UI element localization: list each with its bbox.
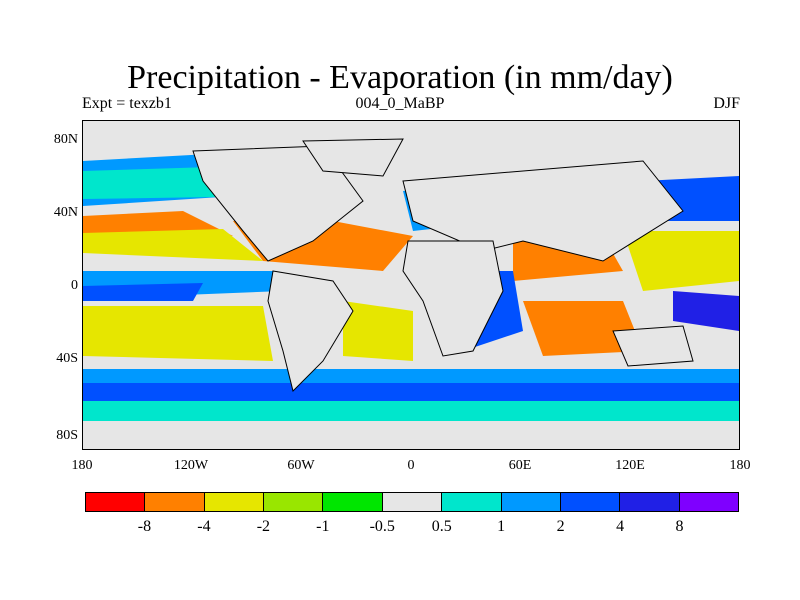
ytick-label: 80S [56,428,78,443]
colorbar-label: 1 [497,518,506,535]
precip-evap-field [83,121,739,449]
period-label: 004_0_MaBP [355,95,445,112]
colorbar-swatch [442,493,502,511]
colorbar-label: -0.5 [369,518,395,535]
colorbar-label: 4 [616,518,625,535]
xtick-label: 0 [407,458,415,473]
colorbar [85,492,739,512]
colorbar-swatch [86,493,146,511]
colorbar-swatch [501,493,561,511]
ytick-label: 40S [56,351,78,366]
ytick-label: 0 [71,278,78,293]
colorbar-swatch [264,493,324,511]
colorbar-label: -1 [316,518,330,535]
plot-title: Precipitation - Evaporation (in mm/day) [127,59,673,96]
xtick-label: 120E [615,458,645,473]
xtick-label: 60W [287,458,315,473]
ytick-label: 80N [53,132,78,147]
ocean-bands [83,151,739,421]
ytick-label: 40N [53,205,78,220]
xtick-label: 180 [729,458,751,473]
colorbar-swatch [382,493,443,511]
colorbar-label: -2 [256,518,271,535]
colorbar-swatch [620,493,680,511]
colorbar-swatch [204,493,265,511]
colorbar-label: -4 [197,518,211,535]
world-map-plot [82,120,740,450]
colorbar-label: -8 [137,518,152,535]
colorbar-swatch [560,493,621,511]
xtick-label: 120W [173,458,209,473]
experiment-label: Expt = texzb1 [82,95,172,112]
colorbar-label: 2 [556,518,565,535]
continent-outlines [192,138,694,392]
xtick-label: 60E [508,458,532,473]
xtick-label: 180 [71,458,93,473]
colorbar-swatch [145,493,205,511]
colorbar-label: 0.5 [431,518,452,535]
colorbar-label: 8 [675,518,684,535]
colorbar-swatch [679,493,738,511]
colorbar-swatch [323,493,383,511]
season-label: DJF [713,95,740,112]
